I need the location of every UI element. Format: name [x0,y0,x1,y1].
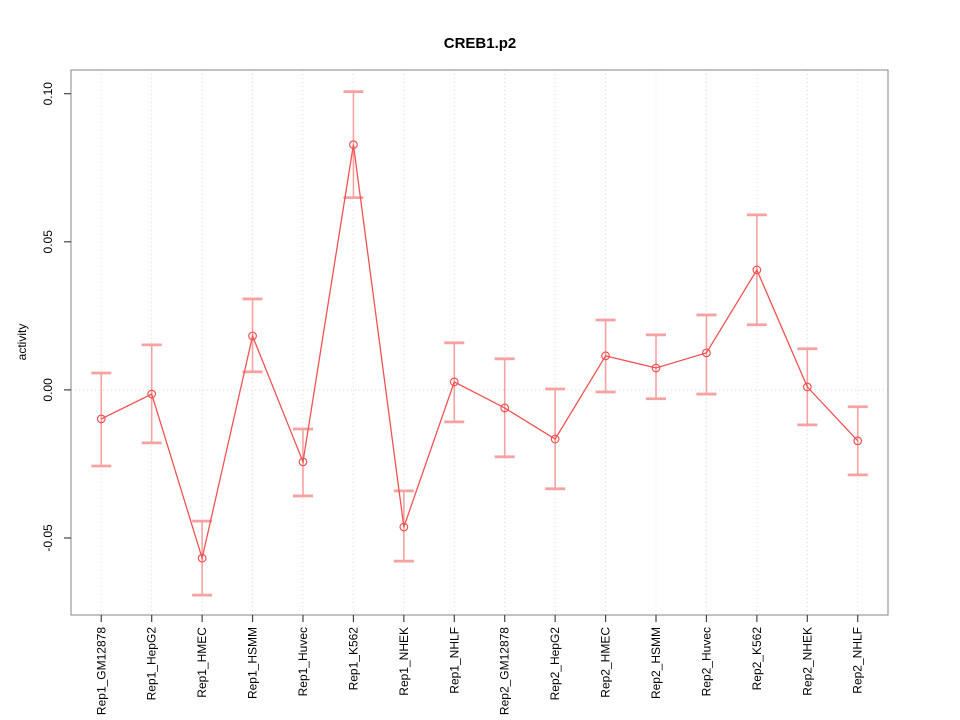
x-tick-label: Rep2_HMEC [599,627,613,698]
x-tick-label: Rep2_Huvec [699,627,713,696]
data-point-marker [298,457,308,467]
x-tick-label: Rep1_HSMM [246,627,260,699]
x-tick-label: Rep1_HMEC [195,627,209,698]
data-point-marker [399,522,409,532]
x-tick-label: Rep1_NHEK [397,627,411,696]
x-tick-label: Rep1_Huvec [296,627,310,696]
x-tick-label: Rep2_GM12878 [498,627,512,715]
y-axis-label: activity [15,324,29,361]
data-point-marker [550,434,560,444]
x-tick-label: Rep1_HepG2 [145,627,159,701]
plot-area: Rep1_GM12878 Rep1_HepG2 Rep1_HMEC Rep1_HSMM… [41,69,889,715]
x-tick-label: Rep1_GM12878 [94,627,108,715]
x-tick-label: Rep2_NHLF [851,627,865,694]
data-point-marker [702,348,711,358]
y-tick-label: 0.05 [41,230,55,254]
data-point-marker [651,363,661,373]
data-point-marker [449,377,459,387]
data-point-marker [248,331,257,341]
data-point-marker [853,436,863,446]
x-tick-label: Rep1_K562 [346,627,360,691]
data-point-marker [601,351,610,361]
y-tick-label: 0.10 [41,82,55,106]
x-tick-label: Rep2_HSMM [649,627,663,699]
x-tick-label: Rep2_NHEK [800,627,814,696]
plot-border [70,69,889,616]
data-point-marker [197,553,207,563]
series-line [100,144,859,561]
chart-title: CREB1.p2 [444,35,517,52]
x-tick-label: Rep1_NHLF [447,627,461,694]
data-point-marker [752,265,762,275]
data-point-marker [349,140,358,150]
data-point-marker [96,414,106,424]
data-point-marker [802,382,812,392]
x-tick-label: Rep2_K562 [750,627,764,691]
y-tick-label: 0.00 [41,378,55,402]
data-point-marker [500,403,510,413]
data-point-marker [147,389,157,399]
y-tick-label: -0.05 [41,524,55,552]
x-tick-label: Rep2_HepG2 [548,627,562,701]
